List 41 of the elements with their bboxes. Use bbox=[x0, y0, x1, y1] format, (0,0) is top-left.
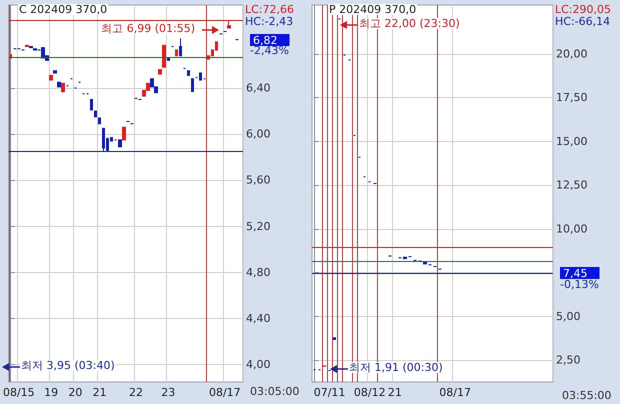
x-tick-label: 08/17 bbox=[439, 386, 471, 399]
y-tick-label: 5,00 bbox=[556, 310, 580, 323]
text: 03:55:00 bbox=[562, 389, 612, 402]
x-tick-label: 23 bbox=[161, 386, 176, 399]
annotation: 최저 1,91 (00:30) bbox=[349, 361, 443, 374]
y-tick-label: 4,00 bbox=[246, 358, 270, 372]
x-tick-label: 08/15 bbox=[2, 386, 35, 399]
y-tick-label: 12,50 bbox=[556, 178, 588, 192]
x-tick-label: 21 bbox=[92, 386, 107, 399]
y-tick-label: 4,40 bbox=[246, 312, 270, 326]
text: -0,13% bbox=[560, 278, 599, 291]
text: -2,43% bbox=[250, 44, 289, 57]
text: LC:72,66 bbox=[245, 3, 294, 16]
x-tick-label: 20 bbox=[68, 386, 82, 399]
y-tick-label: 6,40 bbox=[246, 82, 270, 95]
text: 7,45 bbox=[563, 267, 588, 280]
x-tick-label: 22 bbox=[128, 386, 143, 399]
x-tick-label: 21 bbox=[388, 386, 402, 399]
annotation: P 202409 370,0 bbox=[329, 3, 416, 16]
y-tick-label: 6,00 bbox=[246, 128, 270, 141]
y-tick-label: 5,20 bbox=[246, 220, 270, 233]
y-tick-label: 10,00 bbox=[556, 222, 588, 236]
text: HC:-2,43 bbox=[245, 15, 294, 28]
x-tick-label: 19 bbox=[44, 386, 58, 399]
text: HC:-66,14 bbox=[555, 15, 610, 28]
annotation: 최고 6,99 (01:55) bbox=[101, 22, 196, 35]
text: LC:290,05 bbox=[555, 3, 612, 16]
y-tick-label: 20,00 bbox=[556, 47, 588, 60]
annotation: 최고 22,00 (23:30) bbox=[359, 17, 460, 30]
y-tick-label: 15,00 bbox=[556, 134, 588, 148]
text: 6,82 bbox=[253, 34, 278, 47]
y-tick-label: 4,80 bbox=[246, 266, 270, 279]
x-tick-label: 07/11 bbox=[314, 386, 346, 399]
x-tick-label: 08/12 bbox=[354, 386, 386, 399]
x-tick-label: 08/17 bbox=[208, 386, 241, 399]
y-tick-label: 17,50 bbox=[556, 91, 588, 104]
text: 03:05:00 bbox=[250, 385, 300, 398]
annotation: 최저 3,95 (03:40) bbox=[21, 359, 115, 372]
y-tick-label: 2,50 bbox=[556, 354, 580, 367]
annotation: C 202409 370,0 bbox=[19, 3, 108, 16]
y-tick-label: 5,60 bbox=[246, 174, 270, 187]
